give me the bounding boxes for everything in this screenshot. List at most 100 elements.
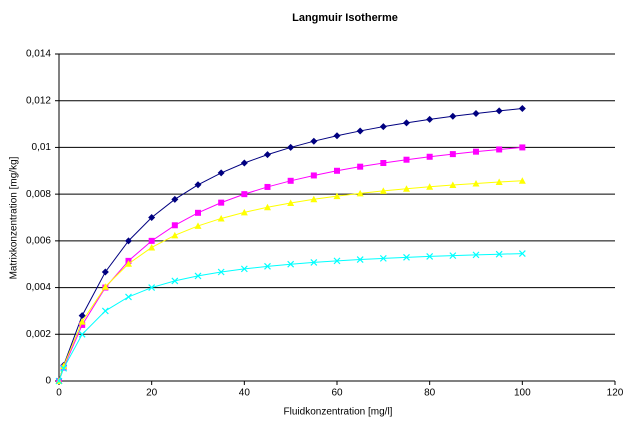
marker <box>217 169 225 177</box>
marker <box>310 258 318 266</box>
marker <box>403 156 410 163</box>
marker <box>356 256 364 263</box>
marker <box>357 163 364 170</box>
marker <box>60 364 68 372</box>
marker <box>495 178 503 186</box>
series-line <box>58 107 523 382</box>
x-tick-label: 80 <box>424 388 436 399</box>
y-tick-label: 0,008 <box>26 189 51 200</box>
marker <box>264 183 271 190</box>
marker <box>310 137 318 145</box>
y-axis-label: Matrixkonzentration [mg/kg] <box>9 156 20 279</box>
y-tick-label: 0,002 <box>26 329 51 340</box>
y-tick-label: 0 <box>45 376 51 387</box>
x-axis-label: Fluidkonzentration [mg/l] <box>284 407 393 418</box>
marker <box>472 109 480 117</box>
marker <box>101 268 109 276</box>
marker <box>218 199 225 206</box>
marker <box>79 321 86 328</box>
series-line <box>58 180 523 382</box>
marker <box>403 119 410 127</box>
marker <box>78 318 86 325</box>
marker <box>287 177 294 184</box>
x-tick-label: 0 <box>56 388 62 399</box>
marker <box>241 191 248 198</box>
x-tick-label: 40 <box>239 388 251 399</box>
marker <box>240 159 248 167</box>
marker <box>78 330 86 338</box>
marker <box>426 183 434 190</box>
marker <box>287 199 295 206</box>
marker <box>148 243 156 251</box>
marker <box>333 257 341 265</box>
marker <box>518 250 526 258</box>
marker <box>171 222 178 229</box>
marker <box>240 265 248 273</box>
marker <box>264 262 271 270</box>
marker <box>518 177 526 184</box>
series-line <box>58 253 523 382</box>
series-line <box>58 146 523 382</box>
marker <box>472 251 480 259</box>
marker <box>55 377 63 385</box>
marker <box>449 252 457 260</box>
marker <box>356 189 364 197</box>
marker <box>101 307 109 315</box>
marker <box>171 195 179 203</box>
marker <box>449 181 457 189</box>
marker <box>264 151 271 159</box>
y-tick-label: 0,014 <box>26 49 51 60</box>
marker <box>125 260 132 267</box>
marker <box>240 208 248 216</box>
y-tick-label: 0,012 <box>26 95 51 106</box>
marker <box>380 160 387 167</box>
marker <box>217 214 225 222</box>
x-tick-label: 60 <box>331 388 343 399</box>
marker <box>449 112 457 120</box>
marker <box>426 253 434 260</box>
marker <box>495 250 503 258</box>
marker <box>472 179 480 187</box>
marker <box>379 254 387 262</box>
y-tick-label: 0,01 <box>32 142 52 153</box>
marker <box>403 253 410 261</box>
marker <box>194 272 202 280</box>
marker <box>379 123 387 131</box>
marker <box>125 237 132 245</box>
marker <box>310 172 317 179</box>
marker <box>496 146 503 153</box>
marker <box>333 132 341 140</box>
marker <box>60 362 68 370</box>
x-tick-label: 100 <box>514 388 531 399</box>
marker <box>194 222 202 229</box>
marker <box>379 187 387 194</box>
marker <box>78 312 86 320</box>
chart-title: Langmuir Isotherme <box>292 12 398 24</box>
marker <box>356 127 364 135</box>
marker <box>287 260 295 268</box>
marker <box>171 231 179 239</box>
marker <box>194 181 202 189</box>
marker <box>101 283 109 290</box>
marker <box>449 151 456 158</box>
marker <box>125 293 132 301</box>
marker <box>148 284 156 291</box>
marker <box>473 148 479 155</box>
marker <box>495 107 503 115</box>
marker <box>287 143 295 151</box>
marker <box>426 153 433 160</box>
marker <box>217 268 225 276</box>
marker <box>171 277 179 285</box>
x-tick-label: 20 <box>146 388 158 399</box>
marker <box>264 203 271 211</box>
marker <box>310 195 318 203</box>
marker <box>148 214 156 221</box>
y-tick-label: 0,006 <box>26 235 51 246</box>
y-tick-label: 0,004 <box>26 282 51 293</box>
marker <box>333 192 341 200</box>
marker <box>148 237 155 244</box>
marker <box>519 144 526 151</box>
marker <box>426 115 434 123</box>
